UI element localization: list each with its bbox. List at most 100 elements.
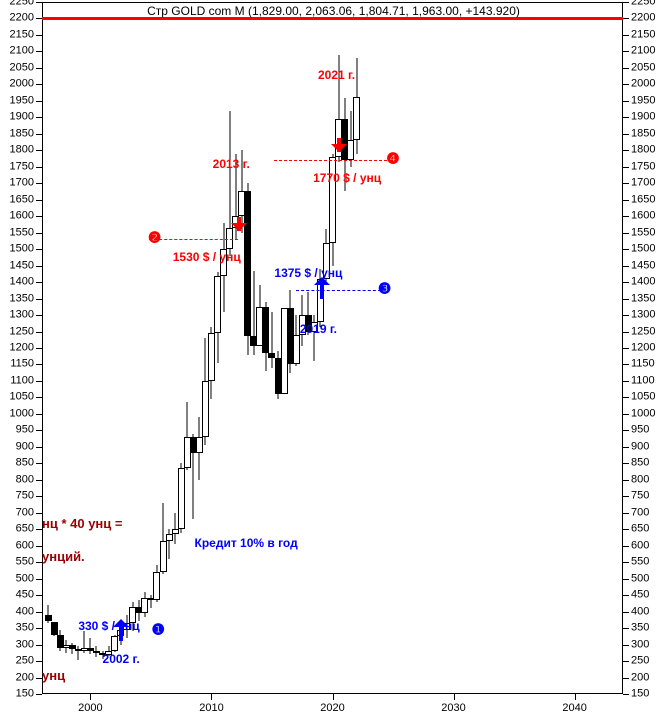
y-tick-right <box>623 397 629 398</box>
y-tick-left <box>36 332 42 333</box>
chart-annotation: 2019 г. <box>300 322 337 336</box>
y-label-right: 1900 <box>631 112 655 123</box>
x-label: 2030 <box>441 702 465 714</box>
y-label-right: 1250 <box>631 326 655 337</box>
y-tick-left <box>36 645 42 646</box>
y-label-left: 1350 <box>10 293 34 304</box>
chart-annotation: унц <box>42 668 65 683</box>
y-label-right: 1500 <box>631 244 655 255</box>
y-label-right: 1100 <box>631 375 655 386</box>
x-tick <box>90 694 91 700</box>
y-tick-right <box>623 364 629 365</box>
y-label-left: 2000 <box>10 79 34 90</box>
y-label-left: 850 <box>16 458 34 469</box>
y-label-right: 250 <box>631 656 649 667</box>
y-label-left: 1100 <box>10 375 34 386</box>
y-tick-left <box>36 595 42 596</box>
x-label: 2000 <box>78 702 102 714</box>
y-label-right: 950 <box>631 425 649 436</box>
y-tick-left <box>36 249 42 250</box>
y-tick-right <box>623 117 629 118</box>
y-tick-right <box>623 463 629 464</box>
y-label-left: 1950 <box>10 95 34 106</box>
y-label-left: 650 <box>16 524 34 535</box>
y-tick-left <box>36 364 42 365</box>
y-label-right: 700 <box>631 507 649 518</box>
dashed-level-line <box>296 290 381 291</box>
y-label-left: 600 <box>16 540 34 551</box>
y-label-left: 300 <box>16 639 34 650</box>
x-label: 2020 <box>320 702 344 714</box>
y-tick-left <box>36 200 42 201</box>
y-tick-right <box>623 249 629 250</box>
y-label-right: 1050 <box>631 392 655 403</box>
y-tick-right <box>623 414 629 415</box>
y-label-right: 1300 <box>631 310 655 321</box>
y-label-left: 1900 <box>10 112 34 123</box>
y-label-right: 1450 <box>631 260 655 271</box>
chart-annotation: 2002 г. <box>103 652 140 666</box>
y-tick-right <box>623 546 629 547</box>
y-label-right: 200 <box>631 672 649 683</box>
y-label-left: 950 <box>16 425 34 436</box>
y-label-left: 1800 <box>10 145 34 156</box>
y-label-right: 400 <box>631 606 649 617</box>
chart-annotation: Кредит 10% в год <box>195 536 298 550</box>
y-tick-right <box>623 35 629 36</box>
y-label-right: 550 <box>631 557 649 568</box>
y-label-right: 1600 <box>631 211 655 222</box>
y-tick-right <box>623 315 629 316</box>
y-label-right: 2100 <box>631 46 655 57</box>
y-tick-right <box>623 332 629 333</box>
y-tick-right <box>623 216 629 217</box>
y-tick-left <box>36 430 42 431</box>
arrow-down-icon <box>231 223 247 231</box>
y-tick-left <box>36 84 42 85</box>
y-tick-left <box>36 496 42 497</box>
numbered-marker: ❶ <box>151 624 166 639</box>
y-label-right: 800 <box>631 474 649 485</box>
y-tick-right <box>623 183 629 184</box>
y-tick-right <box>623 84 629 85</box>
y-tick-right <box>623 430 629 431</box>
y-tick-right <box>623 299 629 300</box>
y-tick-right <box>623 480 629 481</box>
y-tick-left <box>36 447 42 448</box>
y-tick-right <box>623 200 629 201</box>
y-label-right: 450 <box>631 590 649 601</box>
y-label-left: 800 <box>16 474 34 485</box>
y-label-right: 850 <box>631 458 649 469</box>
y-tick-left <box>36 299 42 300</box>
y-tick-right <box>623 2 629 3</box>
x-tick <box>575 694 576 700</box>
dashed-level-line <box>274 160 387 161</box>
y-label-right: 1950 <box>631 95 655 106</box>
y-label-left: 2050 <box>10 62 34 73</box>
y-label-right: 1200 <box>631 343 655 354</box>
y-label-left: 450 <box>16 590 34 601</box>
numbered-marker: ❸ <box>377 283 392 298</box>
y-label-right: 1350 <box>631 293 655 304</box>
y-tick-left <box>36 463 42 464</box>
y-label-left: 1250 <box>10 326 34 337</box>
y-tick-right <box>623 150 629 151</box>
y-label-left: 1200 <box>10 343 34 354</box>
y-tick-right <box>623 678 629 679</box>
y-label-left: 1650 <box>10 194 34 205</box>
y-label-left: 2100 <box>10 46 34 57</box>
y-tick-left <box>36 480 42 481</box>
y-label-right: 500 <box>631 573 649 584</box>
chart-annotation: 1375 $ / унц <box>274 266 342 280</box>
y-tick-right <box>623 694 629 695</box>
chart-annotation: унций. <box>42 549 85 564</box>
x-tick <box>454 694 455 700</box>
chart-annotation: 330 $ / унц <box>78 619 139 633</box>
x-label: 2040 <box>562 702 586 714</box>
y-tick-right <box>623 134 629 135</box>
y-label-left: 200 <box>16 672 34 683</box>
y-label-left: 1450 <box>10 260 34 271</box>
y-tick-right <box>623 628 629 629</box>
chart-annotation: 2021 г. <box>318 68 355 82</box>
chart-annotation: 2013 г. <box>213 157 250 171</box>
y-tick-left <box>36 117 42 118</box>
